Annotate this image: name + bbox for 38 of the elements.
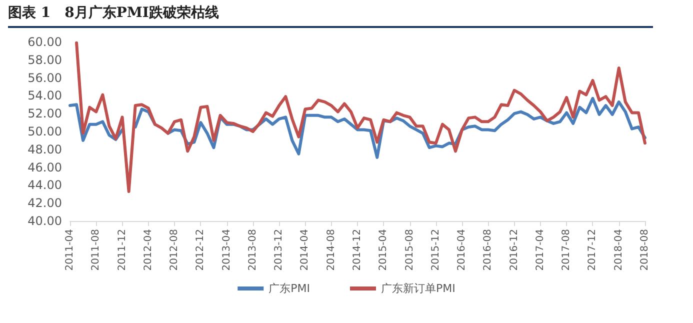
x-tick-label: 2014-08: [326, 229, 337, 271]
y-tick-label: 52.00: [28, 106, 62, 121]
x-tick-label: 2016-12: [508, 229, 520, 271]
x-tick-label: 2011-12: [116, 229, 128, 271]
y-tick-label: 56.00: [28, 70, 62, 85]
y-tick-label: 60.00: [28, 35, 62, 49]
x-tick-label: 2016-08: [482, 229, 494, 271]
x-tick-label: 2017-08: [561, 229, 572, 271]
chart-title: 图表 1 8月广东PMI跌破荣枯线: [8, 4, 219, 22]
x-tick-label: 2014-12: [352, 229, 363, 271]
legend-label: 广东PMI: [268, 282, 310, 295]
x-tick-label: 2015-04: [378, 229, 390, 271]
x-tick-label: 2011-04: [64, 229, 76, 271]
x-tick-label: 2011-08: [90, 229, 102, 271]
line-series: [75, 41, 646, 193]
y-tick-label: 40.00: [28, 214, 62, 228]
x-tick-label: 2018-04: [613, 229, 624, 271]
x-tick-label: 2012-12: [195, 229, 206, 271]
x-tick-label: 2013-04: [221, 229, 232, 271]
x-tick-label: 2015-08: [404, 229, 416, 271]
x-tick-label: 2018-08: [640, 229, 650, 271]
y-tick-label: 42.00: [28, 196, 62, 210]
x-tick-label: 2014-04: [300, 229, 311, 271]
x-tick-label: 2016-04: [456, 229, 468, 271]
y-tick-label: 50.00: [28, 124, 62, 138]
x-tick-label: 2012-08: [169, 229, 180, 271]
y-tick-label: 46.00: [28, 160, 62, 174]
x-tick-label: 2017-12: [587, 229, 598, 271]
y-tick-label: 58.00: [28, 52, 62, 67]
x-tick-label: 2015-12: [430, 229, 442, 271]
x-tick-label: 2017-04: [534, 229, 546, 271]
y-tick-label: 48.00: [28, 142, 62, 156]
legend-label: 广东新订单PMI: [381, 282, 456, 295]
x-tick-label: 2013-08: [247, 229, 258, 271]
y-tick-label: 44.00: [28, 178, 62, 192]
y-tick-label: 54.00: [28, 88, 62, 103]
x-tick-label: 2012-04: [142, 229, 154, 271]
x-tick-label: 2013-12: [274, 229, 285, 271]
